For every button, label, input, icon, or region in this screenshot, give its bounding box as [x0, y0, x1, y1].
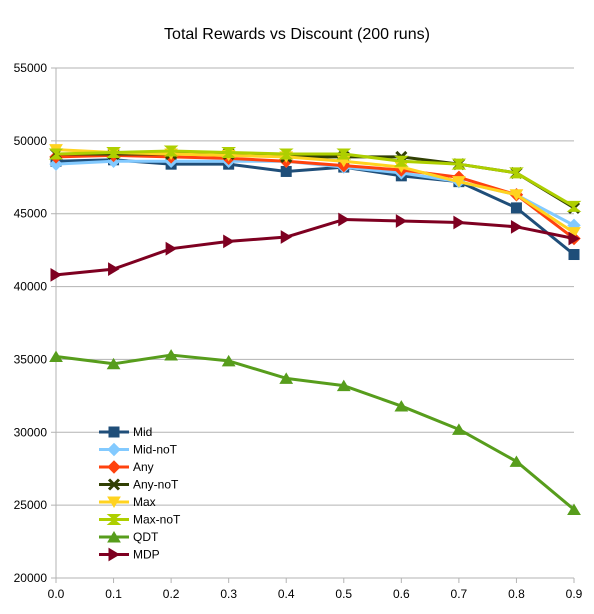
legend-label: MDP: [133, 548, 160, 562]
data-point-mdp: [166, 243, 176, 255]
axes: 20000 25000 30000 35000 40000 45000 50000 55000…: [14, 61, 583, 601]
data-point-mdp: [224, 235, 234, 247]
x-tick-label: 0.3: [220, 587, 237, 601]
y-tick-label: 20000: [14, 571, 48, 585]
x-tick-label: 0.9: [566, 587, 583, 601]
legend-marker: [109, 427, 119, 437]
data-point-mdp: [396, 215, 406, 227]
data-point-mid: [569, 250, 579, 260]
legend-item-mid: Mid: [99, 425, 152, 439]
y-tick-label: 30000: [14, 425, 48, 439]
data-point-mdp: [339, 214, 349, 226]
legend-label: QDT: [133, 530, 159, 544]
legend-label: Mid-noT: [133, 443, 178, 457]
series-mid-not: [50, 155, 580, 231]
data-point-mid: [511, 203, 521, 213]
legend-item-max-not: Max-noT: [99, 513, 181, 527]
legend: Mid Mid-noT Any Any-noT Max Max-noT QDT MDP: [99, 425, 181, 562]
legend-label: Mid: [133, 425, 152, 439]
x-tick-label: 0.7: [451, 587, 468, 601]
y-tick-label: 40000: [14, 280, 48, 294]
x-tick-label: 0.8: [508, 587, 525, 601]
legend-item-any-not: Any-noT: [99, 478, 179, 492]
chart-title: Total Rewards vs Discount (200 runs): [164, 26, 430, 43]
legend-marker: [108, 444, 120, 456]
x-tick-label: 0.0: [48, 587, 65, 601]
x-tick-label: 0.6: [393, 587, 410, 601]
y-tick-label: 45000: [14, 207, 48, 221]
y-tick-label: 25000: [14, 498, 48, 512]
y-tick-label: 50000: [14, 134, 48, 148]
legend-item-mid-not: Mid-noT: [99, 443, 178, 457]
legend-label: Any-noT: [133, 478, 179, 492]
series-line-mdp: [56, 220, 574, 275]
x-tick-label: 0.5: [335, 587, 352, 601]
series-group: [50, 145, 580, 515]
legend-label: Any: [133, 460, 154, 474]
legend-marker: [109, 549, 119, 561]
data-point-mdp: [511, 221, 521, 233]
series-max: [50, 145, 580, 238]
legend-item-mdp: MDP: [99, 548, 160, 562]
x-tick-label: 0.2: [163, 587, 180, 601]
x-tick-label: 0.1: [105, 587, 122, 601]
legend-label: Max: [133, 495, 156, 509]
series-mdp: [51, 214, 579, 281]
y-tick-label: 35000: [14, 352, 48, 366]
legend-marker: [108, 461, 120, 473]
data-point-mdp: [109, 263, 119, 275]
legend-item-qdt: QDT: [99, 530, 159, 544]
data-point-qdt: [453, 424, 465, 434]
legend-item-any: Any: [99, 460, 154, 474]
legend-item-max: Max: [99, 495, 156, 509]
data-point-mdp: [281, 231, 291, 243]
data-point-mdp: [454, 216, 464, 228]
legend-label: Max-noT: [133, 513, 181, 527]
series-any: [50, 149, 580, 244]
x-tick-label: 0.4: [278, 587, 295, 601]
series-line-mid: [56, 160, 574, 255]
y-tick-label: 55000: [14, 61, 48, 75]
